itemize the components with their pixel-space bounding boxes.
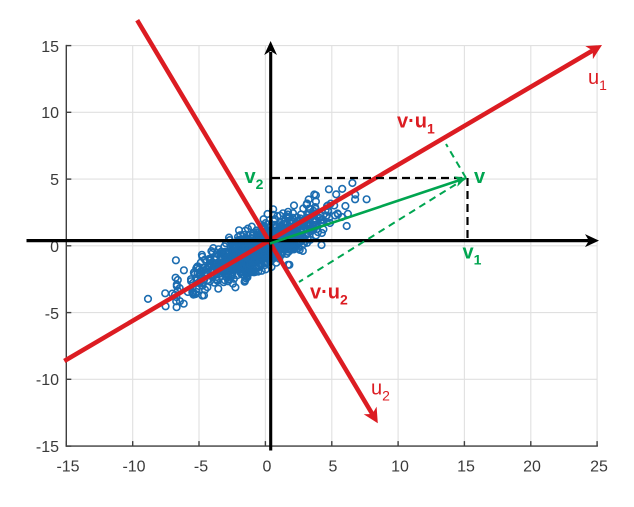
svg-text:-10: -10: [122, 459, 145, 476]
svg-text:10: 10: [391, 459, 409, 476]
svg-text:-5: -5: [45, 306, 59, 323]
svg-text:0: 0: [50, 239, 59, 256]
svg-text:v: v: [474, 166, 486, 188]
svg-text:-5: -5: [194, 459, 208, 476]
svg-text:-10: -10: [36, 372, 59, 389]
svg-text:5: 5: [329, 459, 338, 476]
svg-text:20: 20: [523, 459, 541, 476]
svg-text:15: 15: [457, 459, 475, 476]
svg-text:-15: -15: [56, 459, 79, 476]
svg-text:0: 0: [263, 459, 272, 476]
svg-text:25: 25: [590, 459, 608, 476]
svg-text:-15: -15: [36, 439, 59, 456]
svg-text:15: 15: [41, 39, 59, 56]
svg-text:5: 5: [50, 172, 59, 189]
svg-text:10: 10: [41, 105, 59, 122]
